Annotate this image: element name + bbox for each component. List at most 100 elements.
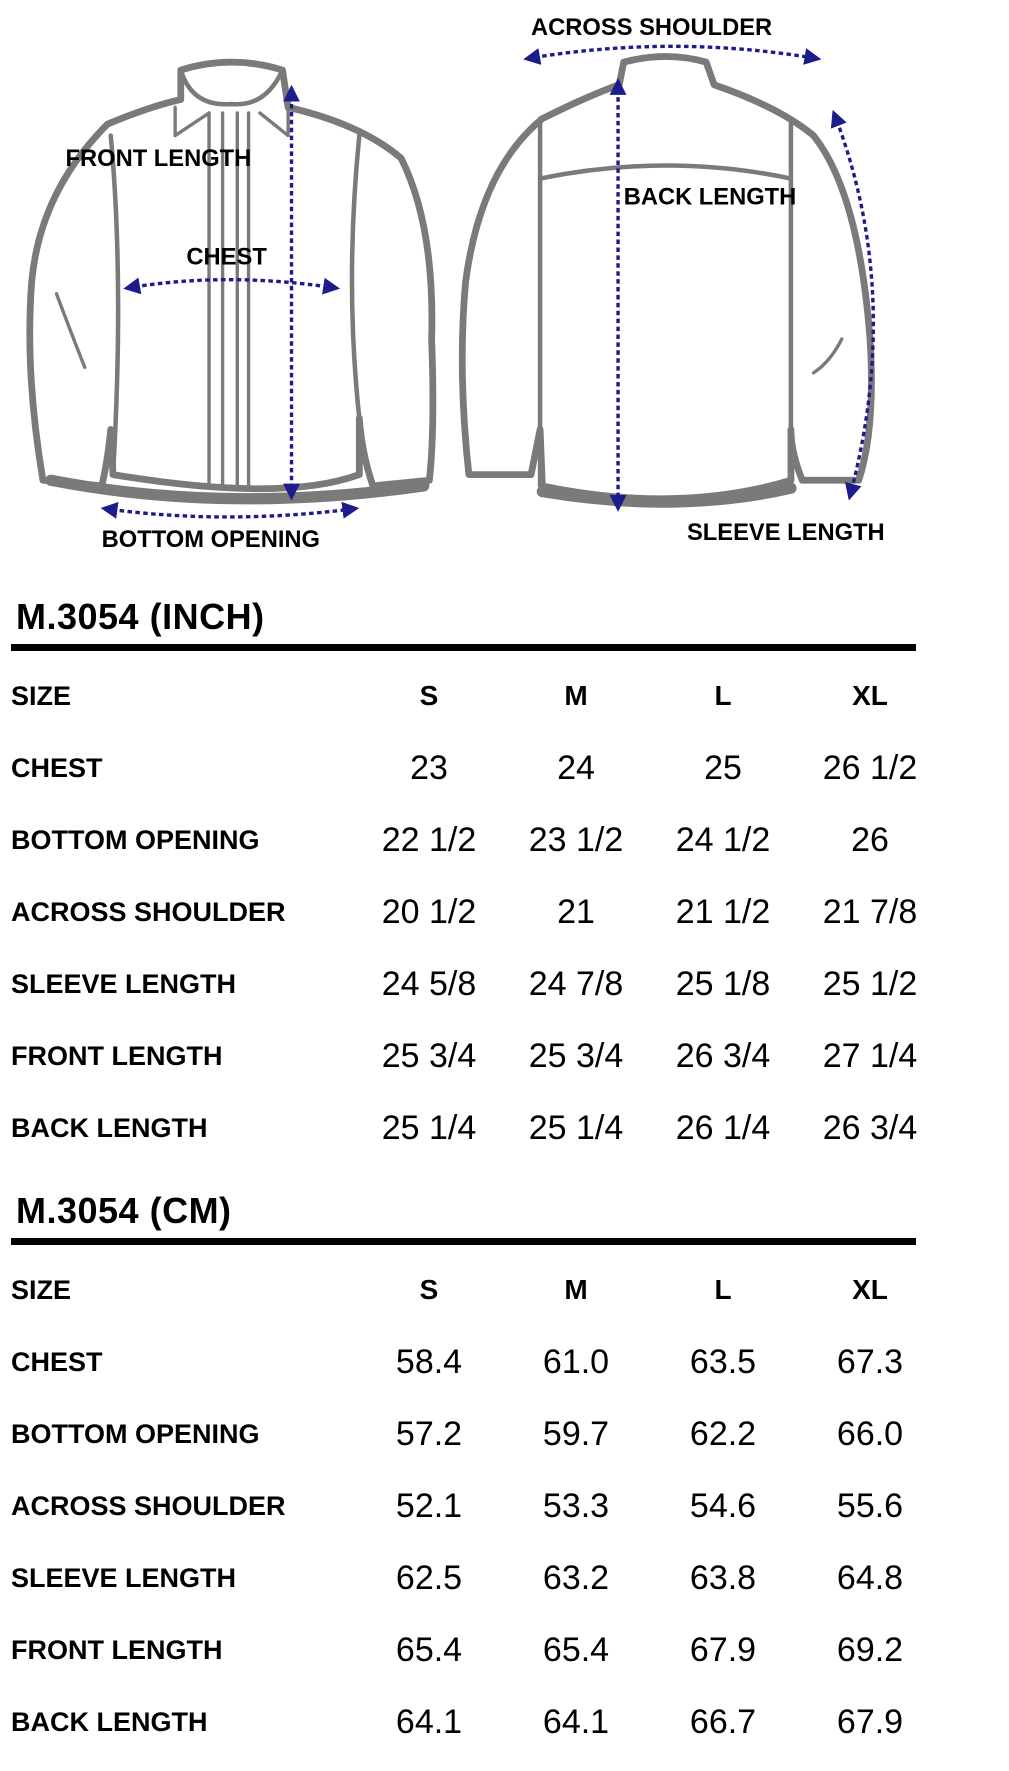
measurement-label: CHEST — [11, 1347, 103, 1377]
measurement-value: 66.0 — [836, 1415, 904, 1453]
measurement-value: 24 5/8 — [381, 965, 477, 1003]
measurement-value: 20 1/2 — [381, 893, 477, 931]
measurement-label: FRONT LENGTH — [11, 1041, 223, 1071]
measurement-value: 57.2 — [395, 1415, 463, 1453]
size-header-label: SIZE — [11, 1275, 72, 1305]
size-header: XL — [852, 1274, 888, 1305]
divider — [11, 644, 916, 651]
table-header-row: SIZE S M L XL — [0, 676, 1009, 716]
measurement-label: FRONT LENGTH — [11, 1635, 223, 1665]
table-row: SLEEVE LENGTH 62.5 63.2 63.8 64.8 — [0, 1558, 1009, 1598]
size-header: M — [564, 680, 588, 711]
table-row: BOTTOM OPENING 22 1/2 23 1/2 24 1/2 26 — [0, 820, 1009, 860]
measurement-value: 63.8 — [689, 1559, 757, 1597]
back-jacket-outline — [458, 53, 875, 508]
measurement-value: 26 1/4 — [675, 1109, 771, 1147]
measurement-value: 64.1 — [542, 1703, 610, 1741]
measurement-value: 62.5 — [395, 1559, 463, 1597]
sleeve-length-arrow — [830, 109, 876, 501]
measurement-value: 67.9 — [836, 1703, 904, 1741]
size-header: S — [419, 1274, 439, 1305]
jacket-measurement-diagram: FRONT LENGTH CHEST BOTTOM OPENING ACROSS… — [26, 15, 885, 553]
measurement-value: 25 1/4 — [381, 1109, 477, 1147]
table-row: ACROSS SHOULDER 20 1/2 21 21 1/2 21 7/8 — [0, 892, 1009, 932]
table-title: M.3054 (CM) — [16, 1190, 232, 1231]
table-row: BACK LENGTH 25 1/4 25 1/4 26 1/4 26 3/4 — [0, 1108, 1009, 1148]
across-shoulder-label: ACROSS SHOULDER — [531, 15, 772, 41]
measurement-value: 24 1/2 — [675, 821, 771, 859]
front-jacket-outline — [26, 58, 437, 505]
across-shoulder-arrow — [523, 44, 822, 65]
measurement-value: 63.2 — [542, 1559, 610, 1597]
measurement-value: 63.5 — [689, 1343, 757, 1381]
measurement-value: 53.3 — [542, 1487, 610, 1525]
measurement-value: 26 1/2 — [822, 749, 918, 787]
measurement-value: 65.4 — [395, 1631, 463, 1669]
table-row: FRONT LENGTH 25 3/4 25 3/4 26 3/4 27 1/4 — [0, 1036, 1009, 1076]
measurement-value: 25 3/4 — [381, 1037, 477, 1075]
measurement-value: 27 1/4 — [822, 1037, 918, 1075]
measurement-value: 26 3/4 — [675, 1037, 771, 1075]
measurement-value: 23 1/2 — [528, 821, 624, 859]
measurement-value: 25 3/4 — [528, 1037, 624, 1075]
measurement-value: 58.4 — [395, 1343, 463, 1381]
measurement-value: 21 1/2 — [675, 893, 771, 931]
measurement-value: 24 — [557, 749, 595, 787]
measurement-label: BOTTOM OPENING — [11, 825, 260, 855]
back-length-label: BACK LENGTH — [624, 185, 797, 211]
front-length-label: FRONT LENGTH — [66, 146, 252, 172]
measurement-value: 26 3/4 — [822, 1109, 918, 1147]
measurement-value: 65.4 — [542, 1631, 610, 1669]
bottom-opening-arrow — [100, 501, 360, 519]
measurement-value: 62.2 — [689, 1415, 757, 1453]
measurement-label: BACK LENGTH — [11, 1113, 208, 1143]
measurement-value: 69.2 — [836, 1631, 904, 1669]
size-header: M — [564, 1274, 588, 1305]
measurement-value: 61.0 — [542, 1343, 610, 1381]
measurement-value: 21 7/8 — [822, 893, 918, 931]
measurement-value: 67.3 — [836, 1343, 904, 1381]
measurement-value: 64.1 — [395, 1703, 463, 1741]
measurement-value: 22 1/2 — [381, 821, 477, 859]
measurement-label: BOTTOM OPENING — [11, 1419, 260, 1449]
measurement-label: CHEST — [11, 753, 103, 783]
measurement-value: 21 — [557, 893, 595, 931]
size-header: L — [714, 1274, 732, 1305]
measurement-value: 23 — [410, 749, 448, 787]
size-header: S — [419, 680, 439, 711]
bottom-opening-label: BOTTOM OPENING — [102, 527, 320, 553]
measurement-value: 25 1/2 — [822, 965, 918, 1003]
size-header: L — [714, 680, 732, 711]
table-row: BACK LENGTH 64.1 64.1 66.7 67.9 — [0, 1702, 1009, 1742]
measurement-value: 59.7 — [542, 1415, 610, 1453]
measurement-arrows — [100, 44, 876, 519]
measurement-value: 54.6 — [689, 1487, 757, 1525]
measurement-label: SLEEVE LENGTH — [11, 1563, 237, 1593]
measurement-label: SLEEVE LENGTH — [11, 969, 237, 999]
size-header-label: SIZE — [11, 681, 72, 711]
sleeve-length-label: SLEEVE LENGTH — [687, 520, 885, 546]
table-row: CHEST 58.4 61.0 63.5 67.3 — [0, 1342, 1009, 1382]
table-header-row: SIZE S M L XL — [0, 1270, 1009, 1310]
measurement-value: 25 1/4 — [528, 1109, 624, 1147]
table-row: ACROSS SHOULDER 52.1 53.3 54.6 55.6 — [0, 1486, 1009, 1526]
measurement-value: 66.7 — [689, 1703, 757, 1741]
measurement-value: 55.6 — [836, 1487, 904, 1525]
divider — [11, 1238, 916, 1245]
measurement-label: BACK LENGTH — [11, 1707, 208, 1737]
table-title: M.3054 (INCH) — [16, 596, 265, 637]
measurement-value: 25 — [704, 749, 742, 787]
measurement-value: 52.1 — [395, 1487, 463, 1525]
table-row: CHEST 23 24 25 26 1/2 — [0, 748, 1009, 788]
measurement-value: 67.9 — [689, 1631, 757, 1669]
table-row: SLEEVE LENGTH 24 5/8 24 7/8 25 1/8 25 1/2 — [0, 964, 1009, 1004]
measurement-value: 25 1/8 — [675, 965, 771, 1003]
table-row: BOTTOM OPENING 57.2 59.7 62.2 66.0 — [0, 1414, 1009, 1454]
measurement-value: 64.8 — [836, 1559, 904, 1597]
table-row: FRONT LENGTH 65.4 65.4 67.9 69.2 — [0, 1630, 1009, 1670]
measurement-value: 24 7/8 — [528, 965, 624, 1003]
chest-label: CHEST — [186, 244, 267, 270]
measurement-value: 26 — [851, 821, 889, 859]
measurement-label: ACROSS SHOULDER — [11, 897, 286, 927]
measurement-label: ACROSS SHOULDER — [11, 1491, 286, 1521]
